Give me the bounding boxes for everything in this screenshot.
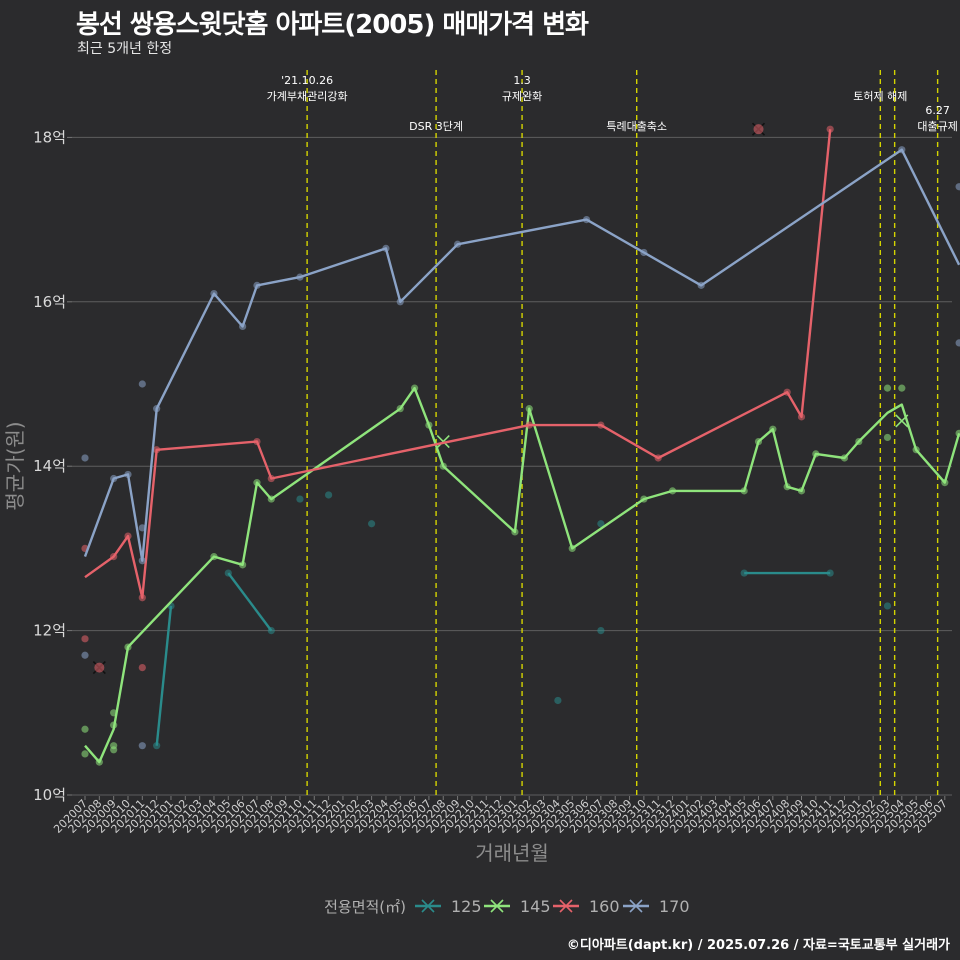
- data-point: [955, 339, 960, 347]
- data-point: [898, 384, 906, 392]
- data-point: [883, 602, 892, 610]
- series-line: [84, 129, 832, 599]
- data-point: [368, 520, 376, 528]
- event-label: 1.3 규제완화: [502, 74, 542, 103]
- legend-key-marker: [559, 899, 573, 913]
- data-point: [81, 651, 89, 659]
- event-label: 토허제 해제: [853, 89, 907, 103]
- event-label-line: 대출규제: [917, 120, 957, 133]
- chart-title: 봉선 쌍용스윗닷홈 아파트(2005) 매매가격 변화: [76, 10, 589, 40]
- data-point: [110, 746, 118, 754]
- chart-subtitle: 최근 5개년 한정: [77, 41, 173, 57]
- series-145: [81, 384, 960, 766]
- legend-label-170: 170: [659, 897, 690, 916]
- series-125: [153, 491, 892, 750]
- y-tick-label: 12억: [33, 622, 66, 640]
- series-layer: [81, 122, 960, 766]
- y-tick-label: 10억: [33, 786, 66, 804]
- legend-key-marker: [629, 899, 643, 913]
- event-label-line: 6.27: [925, 104, 950, 117]
- y-tick-label: 14억: [33, 457, 66, 475]
- data-point: [826, 125, 834, 133]
- data-point: [883, 384, 892, 392]
- y-tick-label: 18억: [33, 128, 66, 146]
- series-170: [81, 146, 960, 750]
- event-label-line: 가계부채관리강화: [267, 90, 348, 103]
- legend-label-145: 145: [520, 897, 551, 916]
- event-label: 6.27 대출규제: [917, 104, 957, 133]
- legend-title: 전용면적(㎡): [324, 898, 406, 916]
- series-line: [84, 386, 960, 764]
- event-label-line: DSR 3단계: [409, 120, 463, 133]
- data-point: [81, 750, 89, 758]
- cancelled-trade-marker: [436, 434, 450, 449]
- legend: 전용면적(㎡) 125 145 160 170: [324, 897, 689, 916]
- data-point: [81, 725, 89, 733]
- legend-key-marker: [421, 899, 435, 913]
- data-point: [81, 454, 89, 462]
- source-caption: ©디아파트(dapt.kr) / 2025.07.26 / 자료=국토교통부 실…: [566, 938, 950, 953]
- data-point: [325, 491, 333, 499]
- series-line: [83, 148, 960, 562]
- series-160: [81, 122, 834, 675]
- legend-label-125: 125: [451, 897, 482, 916]
- event-label: DSR 3단계: [409, 120, 463, 133]
- data-point: [597, 627, 605, 635]
- y-axis-ticks: 10억 12억 14억 16억 18억: [33, 128, 66, 804]
- data-point: [138, 663, 146, 672]
- event-label: '21.10.26 가계부채관리강화: [267, 74, 348, 103]
- legend-key-marker: [490, 899, 504, 913]
- gridlines: [67, 136, 952, 796]
- series-line: [227, 572, 273, 632]
- event-label-line: 1.3: [513, 74, 531, 87]
- event-label-line: 규제완화: [502, 90, 542, 103]
- data-point: [753, 124, 764, 135]
- legend-label-160: 160: [589, 897, 620, 916]
- data-point: [94, 662, 105, 673]
- data-point: [554, 696, 562, 705]
- data-point: [138, 742, 146, 750]
- data-point: [81, 635, 89, 643]
- y-tick-label: 16억: [33, 293, 66, 311]
- data-point: [296, 495, 304, 503]
- cancelled-trade-marker: [895, 414, 909, 428]
- x-axis-title: 거래년월: [475, 841, 549, 865]
- event-label-line: '21.10.26: [281, 74, 333, 87]
- data-point: [597, 520, 605, 528]
- event-label-line: 특례대출축소: [606, 120, 667, 133]
- event-label-line: 토허제 해제: [853, 89, 907, 103]
- data-point: [883, 433, 892, 442]
- data-point: [138, 380, 146, 388]
- x-axis-ticks: 2020072020082020092020102020112020122021…: [51, 796, 950, 836]
- y-axis-title: 평균가(원): [3, 421, 27, 510]
- data-point: [740, 569, 748, 577]
- data-point: [955, 183, 960, 191]
- series-line: [155, 605, 173, 746]
- event-label: 특례대출축소: [606, 120, 667, 133]
